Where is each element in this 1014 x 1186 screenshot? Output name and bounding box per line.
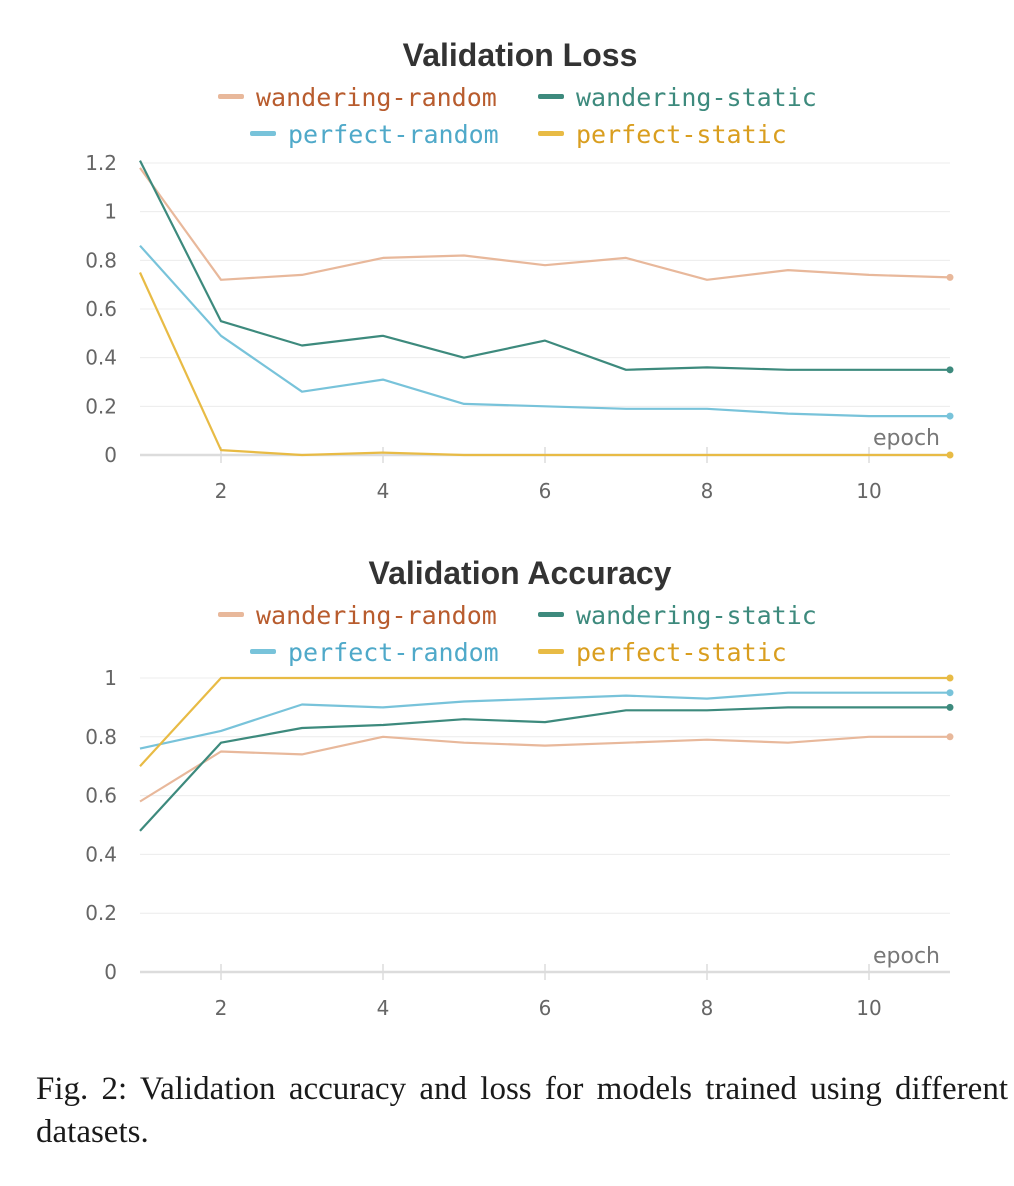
legend-swatch-wandering-random [218,612,244,617]
legend-swatch-perfect-static [538,649,564,654]
legend-label-wandering-static: wandering-static [576,601,817,630]
x-tick-label: 8 [701,996,714,1020]
x-tick-label: 4 [377,479,390,503]
series-end-point-perfect-static [946,451,954,459]
y-tick-label: 0.4 [85,842,117,866]
series-end-point-perfect-random [946,412,954,420]
legend-swatch-perfect-static [538,131,564,136]
legend-swatch-perfect-random [250,649,276,654]
series-end-point-wandering-random [946,273,954,281]
series-line-wandering-random [139,167,951,281]
legend-label-perfect-static: perfect-static [576,120,787,149]
series-line-wandering-static [139,706,950,832]
series-line-perfect-random [139,691,950,750]
y-tick-label: 1 [104,666,117,690]
legend-swatch-perfect-random [250,131,276,136]
legend-swatch-wandering-static [538,94,564,99]
series-end-point-perfect-random [946,689,954,697]
chart-title: Validation Accuracy [369,555,672,591]
chart-title: Validation Loss [403,37,638,73]
series-end-point-perfect-static [946,674,954,682]
y-tick-label: 1 [104,200,117,224]
series-end-point-wandering-static [946,366,954,374]
legend-label-perfect-random: perfect-random [288,120,499,149]
series-end-point-wandering-static [946,703,954,711]
y-tick-label: 0.2 [85,394,117,418]
x-tick-label: 6 [539,996,552,1020]
legend-swatch-wandering-random [218,94,244,99]
chart-1: Validation Loss wandering-random wandering… [85,37,954,503]
figure: Validation Loss wandering-random wandering… [85,37,954,1020]
legend-label-perfect-random: perfect-random [288,638,499,667]
legend-label-wandering-static: wandering-static [576,83,817,112]
y-tick-label: 1.2 [85,151,117,175]
x-tick-label: 6 [539,479,552,503]
legend-label-wandering-random: wandering-random [256,83,497,112]
x-tick-label: 4 [377,996,390,1020]
y-tick-label: 0.4 [85,346,117,370]
series-line-wandering-static [139,160,950,371]
legend-swatch-wandering-static [538,612,564,617]
y-tick-label: 0.2 [85,901,117,925]
x-axis-label: epoch [873,426,940,451]
y-tick-label: 0.8 [85,248,117,272]
x-axis-label: epoch [873,944,940,969]
x-tick-label: 8 [701,479,714,503]
y-tick-label: 0.8 [85,725,117,749]
legend-label-perfect-static: perfect-static [576,638,787,667]
series-end-point-wandering-random [946,733,954,741]
x-tick-label: 2 [215,996,228,1020]
y-tick-label: 0.6 [85,784,117,808]
series-line-wandering-random [139,735,950,803]
y-tick-label: 0.6 [85,297,117,321]
legend-label-wandering-random: wandering-random [256,601,497,630]
series-line-perfect-random [139,244,950,418]
y-tick-label: 0 [104,443,117,467]
y-tick-label: 0 [104,960,117,984]
x-tick-label: 10 [856,479,881,503]
series-line-perfect-static [138,272,950,457]
figure-caption: Fig. 2: Validation accuracy and loss for… [36,1071,1008,1150]
series-line-perfect-static [139,676,950,767]
x-tick-label: 2 [215,479,228,503]
x-tick-label: 10 [856,996,881,1020]
chart-2: Validation Accuracy wandering-random wande… [85,555,954,1020]
